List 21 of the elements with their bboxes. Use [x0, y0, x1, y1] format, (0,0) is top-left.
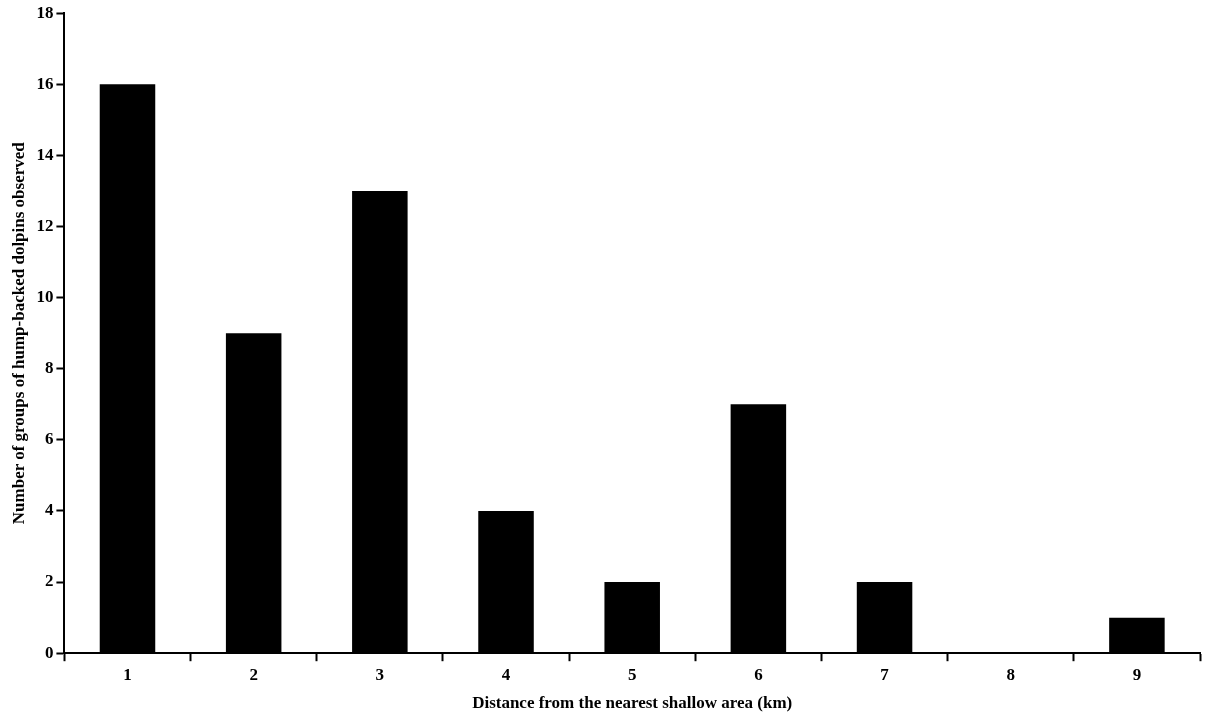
y-tick-label: 6 [44, 429, 54, 449]
x-tick-label: 5 [627, 664, 637, 684]
x-tick-label: 6 [754, 664, 763, 684]
x-tick-label: 9 [1132, 664, 1142, 684]
y-tick-label: 2 [44, 571, 54, 591]
y-tick-label: 18 [36, 2, 54, 22]
x-tick-label: 1 [123, 664, 132, 684]
x-tick-label: 4 [501, 664, 511, 684]
x-tick-label: 8 [1006, 664, 1015, 684]
x-tick-label: 2 [249, 664, 258, 684]
y-tick-label: 10 [36, 287, 54, 307]
y-axis-title: Number of groups of hump-backed dolpins observed [8, 141, 28, 525]
y-tick-label: 0 [44, 642, 54, 662]
y-tick-label: 14 [36, 144, 54, 164]
y-tick-label: 12 [36, 215, 54, 235]
x-axis-title: Distance from the nearest shallow area (km) [472, 693, 793, 713]
x-tick-label: 7 [880, 664, 890, 684]
y-tick-label: 4 [44, 500, 54, 520]
y-tick-label: 8 [44, 358, 54, 378]
x-tick-label: 3 [375, 664, 385, 684]
y-tick-label: 16 [36, 73, 54, 93]
